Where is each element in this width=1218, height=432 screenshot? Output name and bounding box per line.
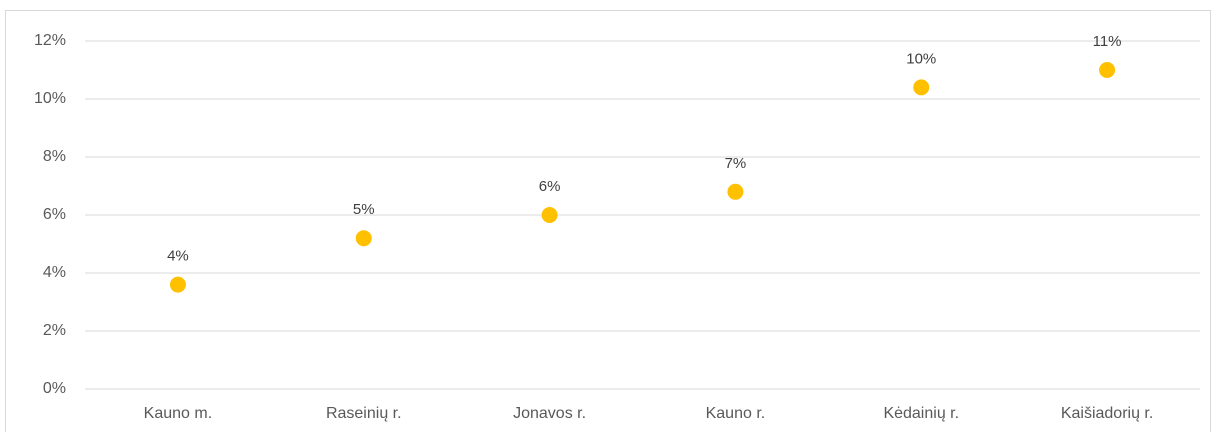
y-tick-label: 4%	[43, 264, 66, 281]
chart-border	[5, 10, 1211, 432]
dot	[169, 276, 186, 293]
x-tick-label: Jonavos r.	[513, 405, 586, 422]
value-label: 10%	[906, 50, 936, 67]
value-label: 7%	[725, 155, 747, 172]
x-tick-label: Kauno m.	[144, 405, 212, 422]
x-tick-label: Kauno r.	[706, 405, 766, 422]
value-label: 4%	[167, 248, 189, 265]
y-tick-label: 6%	[43, 206, 66, 223]
x-tick-label: Kėdainių r.	[883, 405, 959, 422]
dot	[355, 230, 372, 247]
y-tick-label: 8%	[43, 148, 66, 165]
value-label: 5%	[353, 201, 375, 218]
x-tick-label: Kaišiadorių r.	[1061, 405, 1154, 422]
y-tick-label: 0%	[43, 380, 66, 397]
y-tick-label: 12%	[34, 32, 66, 49]
dot	[727, 183, 744, 200]
x-tick-label: Raseinių r.	[326, 405, 402, 422]
dot	[1099, 62, 1116, 78]
y-tick-label: 2%	[43, 322, 66, 339]
dot	[541, 207, 558, 223]
value-label: 11%	[1093, 33, 1122, 50]
dot	[913, 79, 930, 96]
value-label: 6%	[539, 178, 561, 195]
y-tick-label: 10%	[34, 90, 66, 107]
